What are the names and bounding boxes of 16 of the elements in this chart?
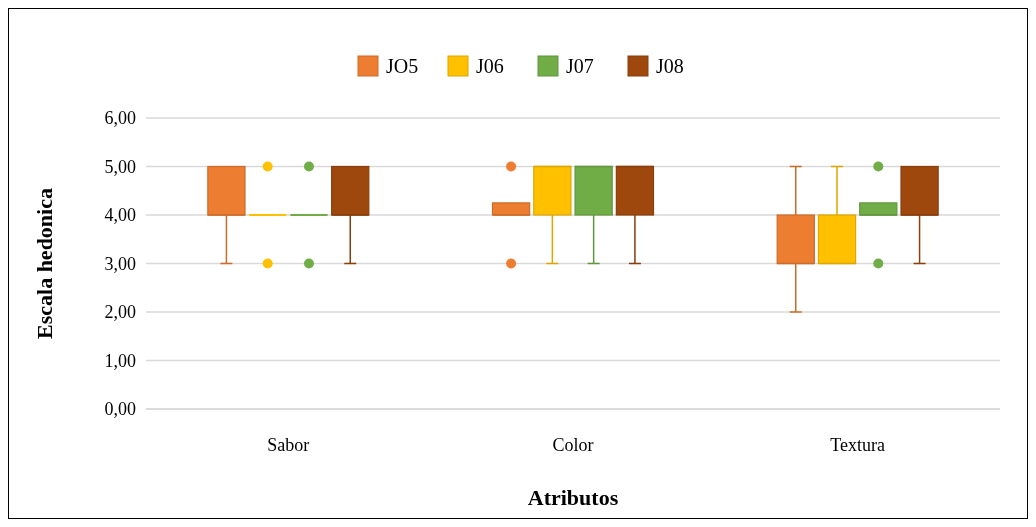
x-tick-label: Sabor <box>267 435 310 455</box>
y-tick-label: 6,00 <box>104 108 136 129</box>
x-tick-label: Textura <box>830 435 886 455</box>
legend-label: JO5 <box>386 55 419 77</box>
y-tick-label: 0,00 <box>104 399 136 420</box>
legend-label: J07 <box>566 55 594 77</box>
x-tick-label: Color <box>552 435 594 455</box>
y-tick-label: 1,00 <box>104 350 136 371</box>
y-tick-label: 2,00 <box>104 302 136 323</box>
y-tick-label: 5,00 <box>104 156 136 177</box>
y-tick-label: 4,00 <box>104 205 136 226</box>
y-axis-title: Escala hedonica <box>32 188 57 339</box>
x-axis-title: Atributos <box>527 485 619 510</box>
legend-label: J08 <box>656 55 684 77</box>
legend-label: J06 <box>476 55 504 77</box>
y-tick-label: 3,00 <box>104 253 136 274</box>
